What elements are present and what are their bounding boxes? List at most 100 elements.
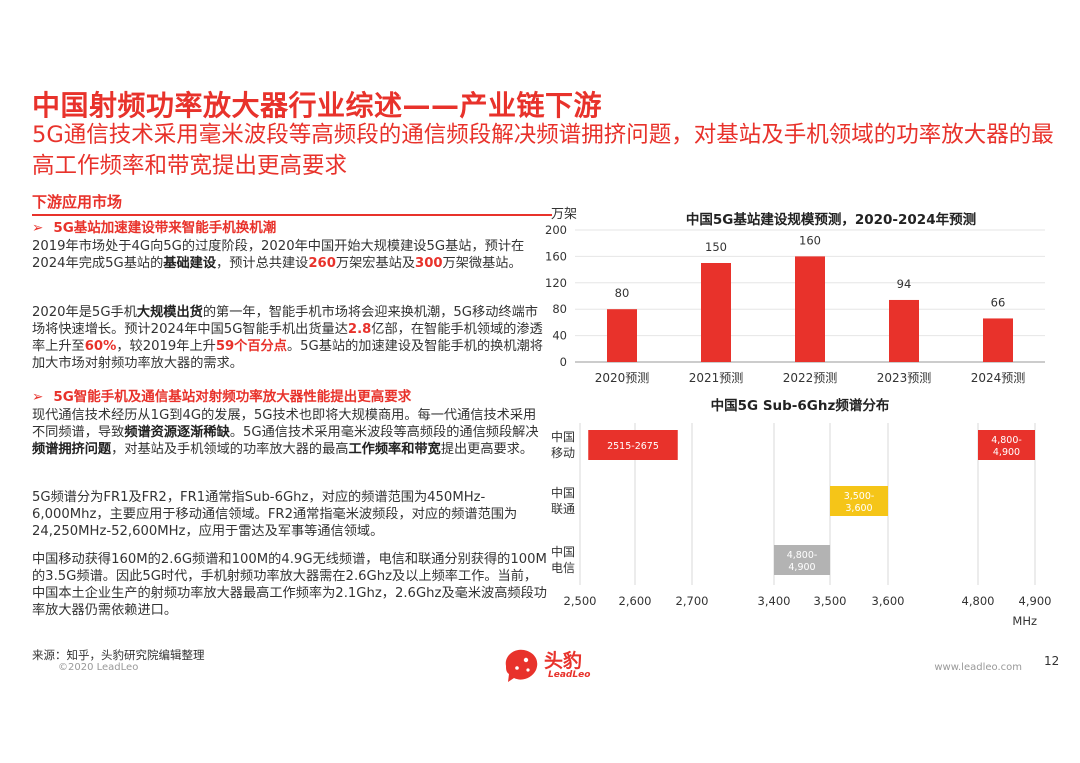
band-label: 4,800-4,900 [991, 435, 1022, 458]
emphasis-text: 基础建设 [163, 256, 217, 271]
band-label: 2515-2675 [607, 441, 659, 452]
logo-text: 头豹 [544, 650, 583, 672]
y-tick-label: 0 [560, 355, 567, 369]
paragraph-2: 2020年是5G手机大规模出货的第一年，智能手机市场将会迎来换机潮，5G移动终端… [32, 304, 547, 372]
paragraph-5: 中国移动获得160M的2.6G频谱和100M的4.9G无线频谱，电信和联通分别获… [32, 551, 547, 619]
page-number: 12 [1044, 654, 1060, 668]
x-tick-label: 2023预测 [877, 371, 932, 385]
arrow-icon: ➢ [32, 389, 44, 405]
bar-chart-x-ticks: 2020预测 2021预测 2022预测 2023预测 2024预测 [595, 371, 1026, 385]
x-tick-label: 4,800 [962, 594, 995, 608]
bar-value-label: 94 [897, 277, 912, 291]
paragraph-text: ，预计总共建设 [216, 256, 309, 271]
logo-subtext: LeadLeo [548, 670, 591, 680]
y-tick-label: 160 [545, 249, 567, 263]
y-tick-label: 120 [545, 276, 567, 290]
paragraph-1: 2019年市场处于4G向5G的过度阶段，2020年中国开始大规模建设5G基站，预… [32, 238, 547, 272]
leopard-icon [505, 649, 538, 682]
emphasis-text: 大规模出货 [136, 305, 203, 320]
page-subtitle: 5G通信技术采用毫米波段等高频段的通信频段解决频谱拥挤问题，对基站及手机领域的功… [32, 122, 1054, 179]
paragraph-text: 的第一年，智能手机市场将会迎来换机潮，5G移动终端市场将快速增长。预计2024年… [32, 305, 538, 337]
x-tick-label: 2024预测 [971, 371, 1026, 385]
paragraph-text: 万架宏基站及 [335, 256, 416, 271]
paragraph-text: 提出更高要求。 [440, 442, 534, 457]
spectrum-chart-title: 中国5G Sub-6Ghz频谱分布 [711, 397, 890, 414]
row-label: 中国联通 [551, 485, 575, 516]
row-label: 中国移动 [551, 429, 575, 460]
emphasis-text: 工作频率和带宽 [348, 442, 441, 457]
website-url: www.leadleo.com [934, 662, 1022, 673]
band-bar [830, 486, 888, 516]
paragraph-text: 。5G基站的加速建设及智能手机的换机潮将加大市场对射频功率放大器的需求。 [32, 339, 543, 371]
arrow-icon: ➢ [32, 220, 44, 236]
copyright: ©2020 LeadLeo [58, 662, 139, 673]
bar [983, 318, 1013, 362]
x-tick-label: 2,500 [564, 594, 597, 608]
spectrum-x-unit: MHz [1012, 614, 1037, 628]
paragraph-text: 万架微基站。 [442, 256, 522, 271]
bar-chart-data-labels: 80 150 160 94 66 [615, 233, 1006, 309]
x-tick-label: 2021预测 [689, 371, 744, 385]
paragraph-text: ，对基站及手机领域的功率放大器的最高 [111, 442, 349, 457]
bar-chart-title: 中国5G基站建设规模预测，2020-2024年预测 [686, 211, 976, 228]
paragraph-text: 2019年市场处于4G向5G的过度阶段，2020年中国开始大规模建设5G基站，预… [32, 239, 525, 271]
highlight-value: 59个百分点 [215, 339, 287, 354]
spectrum-x-ticks: 2,500 2,600 2,700 3,400 3,500 3,600 4,800 4,900 [564, 594, 1052, 608]
band-bar [588, 430, 678, 460]
paragraph-text: 中国移动获得160M的2.6G频谱和100M的4.9G无线频谱，电信和联通分别获… [32, 552, 547, 618]
bar-chart-bars [607, 256, 1013, 362]
paragraph-text: 。5G通信技术采用毫米波段等高频段的通信频段解决 [229, 425, 539, 440]
row-label: 中国电信 [551, 544, 575, 575]
x-tick-label: 4,900 [1019, 594, 1052, 608]
leadleo-logo: 头豹 LeadLeo [500, 642, 620, 686]
bullet-heading-1: ➢ 5G基站加速建设带来智能手机换机潮 [32, 216, 276, 236]
bar-chart: 万架 中国5G基站建设规模预测，2020-2024年预测 0 40 80 120 160… [545, 207, 1045, 385]
bullet-heading-2: ➢ 5G智能手机及通信基站对射频功率放大器性能提出更高要求 [32, 385, 411, 405]
source-note: 来源：知乎，头豹研究院编辑整理 [32, 648, 205, 662]
bar [889, 299, 919, 362]
paragraph-4: 5G频谱分为FR1及FR2，FR1通常指Sub-6Ghz，对应的频谱范围为450… [32, 489, 547, 540]
x-tick-label: 2,600 [619, 594, 652, 608]
section-heading: 下游应用市场 [32, 191, 552, 216]
y-tick-label: 80 [552, 302, 567, 316]
x-tick-label: 3,600 [872, 594, 905, 608]
paragraph-text: 现代通信技术经历从1G到4G的发展，5G技术也即将大规模商用。每一代通信技术采用… [32, 408, 537, 440]
spectrum-bands: 2515-2675 4,800-4,900 3,500-3,600 4,800-4,9… [588, 430, 1035, 575]
highlight-value: 2.8 [347, 322, 372, 337]
bar-value-label: 66 [991, 295, 1006, 309]
paragraph-text: 亿部，在智能手机领域的渗透率上升至 [32, 322, 543, 354]
bar-value-label: 80 [615, 286, 630, 300]
y-axis-unit: 万架 [551, 207, 577, 222]
paragraph-text: ，较2019年上升 [116, 339, 216, 354]
bar [701, 263, 731, 362]
emphasis-text: 频谱资源逐渐稀缺 [124, 425, 230, 440]
emphasis-text: 频谱拥挤问题 [32, 442, 112, 457]
band-bar [978, 430, 1035, 460]
paragraph-3: 现代通信技术经历从1G到4G的发展，5G技术也即将大规模商用。每一代通信技术采用… [32, 407, 547, 458]
bullet-text-2: 5G智能手机及通信基站对射频功率放大器性能提出更高要求 [53, 389, 412, 405]
band-label: 3,500-3,600 [844, 491, 875, 514]
y-tick-label: 200 [545, 223, 567, 237]
highlight-value: 300 [415, 256, 443, 271]
bar [795, 256, 825, 362]
band-bar [774, 545, 830, 575]
highlight-value: 260 [308, 256, 336, 271]
x-tick-label: 2020预测 [595, 371, 650, 385]
bar [607, 309, 637, 362]
page-title: 中国射频功率放大器行业综述——产业链下游 [32, 89, 603, 122]
x-tick-label: 2022预测 [783, 371, 838, 385]
x-tick-label: 2,700 [676, 594, 709, 608]
bar-value-label: 160 [799, 233, 821, 247]
x-tick-label: 3,400 [758, 594, 791, 608]
x-tick-label: 3,500 [814, 594, 847, 608]
bar-chart-y-ticks: 0 40 80 120 160 200 [545, 223, 567, 369]
bar-value-label: 150 [705, 240, 727, 254]
highlight-value: 60% [84, 339, 117, 354]
paragraph-text: 5G频谱分为FR1及FR2，FR1通常指Sub-6Ghz，对应的频谱范围为450… [32, 490, 518, 539]
paragraph-text: 2020年是5G手机 [32, 305, 137, 320]
bullet-text-1: 5G基站加速建设带来智能手机换机潮 [53, 220, 277, 236]
y-tick-label: 40 [552, 329, 567, 343]
band-label: 4,800-4,900 [787, 550, 818, 573]
